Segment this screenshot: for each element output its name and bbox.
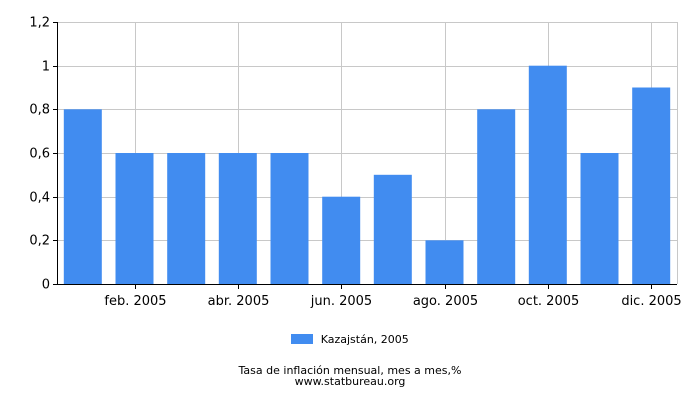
y-tick-label: 0,2 [29,234,50,249]
bars [63,65,671,284]
bar [373,174,412,284]
y-tick-label: 0,6 [29,147,50,162]
bar [580,153,619,284]
x-tick-label: abr. 2005 [208,294,270,309]
bar [425,240,464,284]
bar [115,153,154,284]
chart-caption: Tasa de inflación mensual, mes a mes,% [238,364,462,377]
bar [270,153,309,284]
bar [322,196,361,284]
bar [218,153,257,284]
x-tick-label: jun. 2005 [310,294,372,309]
bar [63,109,102,284]
legend: Kazajstán, 2005 [0,333,700,346]
x-tick-label: oct. 2005 [518,294,580,309]
bar [167,153,206,284]
bar [632,87,671,284]
grid-lines [57,22,678,284]
y-tick-labels: 0 0,2 0,4 0,6 0,8 1 1,2 [29,16,50,293]
bar [477,109,516,284]
y-tick-label: 1,2 [29,16,50,31]
legend-label: Kazajstán, 2005 [320,333,409,346]
x-tick-label: dic. 2005 [621,294,681,309]
source-link[interactable]: www.statbureau.org [294,375,406,388]
y-tick-label: 0,8 [29,103,50,118]
y-tick-label: 1 [42,60,50,75]
axes [53,22,677,289]
y-tick-label: 0 [42,278,50,293]
legend-swatch [291,334,314,344]
x-tick-label: ago. 2005 [413,294,478,309]
x-tick-labels: feb. 2005 abr. 2005 jun. 2005 ago. 2005 oct.… [104,294,681,309]
bar [528,65,567,284]
x-tick-label: feb. 2005 [104,294,166,309]
bar-chart: 0 0,2 0,4 0,6 0,8 1 1,2 feb. 2005 abr. 2005 jun.… [29,16,681,310]
y-tick-label: 0,4 [29,191,50,206]
